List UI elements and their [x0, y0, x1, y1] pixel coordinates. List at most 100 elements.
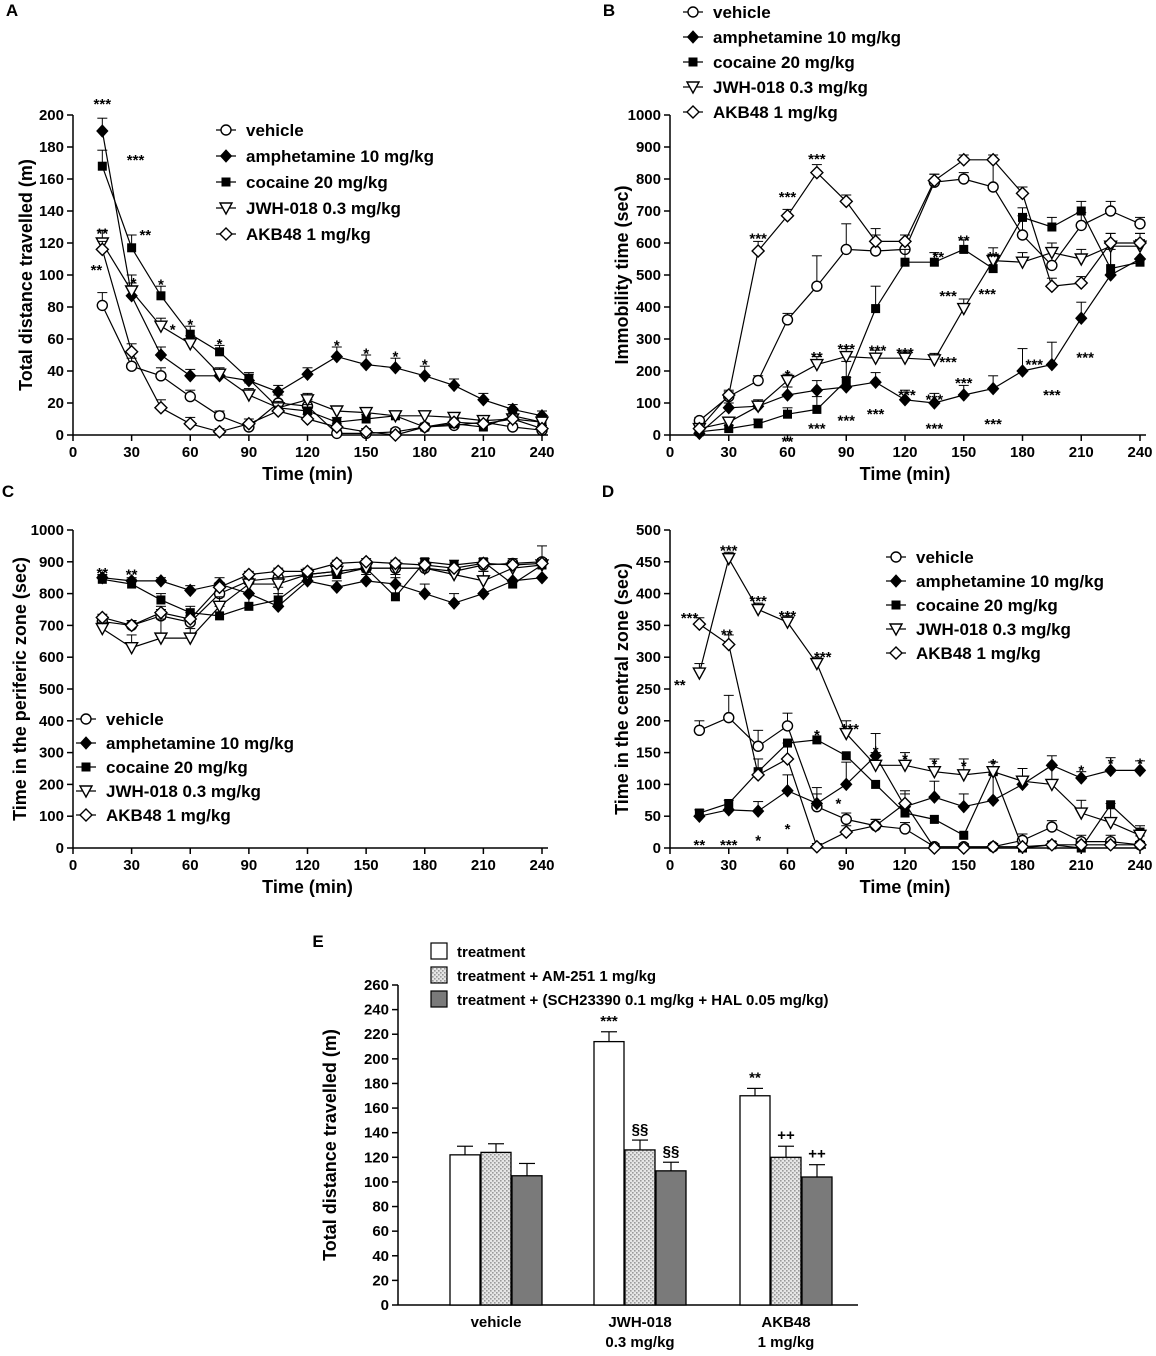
x-tick-label: 30 — [123, 857, 140, 874]
y-tick-label: 240 — [364, 1002, 389, 1019]
data-point — [417, 557, 432, 572]
data-point — [1046, 259, 1058, 272]
bar — [593, 1040, 625, 1306]
panel-label: B — [603, 1, 615, 20]
y-tick-label: 180 — [39, 139, 64, 156]
series-line — [101, 305, 543, 434]
x-tick-label: 0 — [666, 857, 674, 874]
data-point — [986, 839, 1001, 854]
significance-mark: * — [187, 317, 193, 334]
significance-mark: ** — [811, 349, 823, 366]
data-point — [987, 181, 999, 193]
data-point — [897, 352, 913, 366]
x-tick-label: 180 — [412, 444, 437, 461]
legend-label: JWH-018 0.3 mg/kg — [106, 782, 261, 801]
series-line — [699, 754, 1140, 817]
significance-mark: *** — [837, 341, 855, 358]
data-point — [1075, 771, 1088, 785]
significance-mark: ++ — [808, 1146, 826, 1163]
y-tick-label: 20 — [47, 395, 64, 412]
legend-label: AKB48 1 mg/kg — [916, 644, 1041, 663]
data-point — [751, 244, 766, 258]
data-point — [155, 370, 167, 382]
data-point — [418, 586, 431, 601]
legend-swatch — [430, 966, 448, 984]
significance-mark: ** — [91, 262, 103, 279]
data-point — [184, 583, 197, 598]
data-point — [692, 421, 707, 436]
bar — [480, 1151, 512, 1306]
data-point — [329, 420, 344, 434]
y-tick-label: 600 — [636, 235, 661, 252]
x-tick-label: 120 — [892, 444, 917, 461]
y-tick-label: 400 — [39, 713, 64, 730]
legend-label: JWH-018 0.3 mg/kg — [916, 620, 1071, 639]
data-point — [358, 406, 374, 421]
y-tick-label: 60 — [47, 331, 64, 348]
data-point — [1135, 257, 1145, 267]
data-point — [1133, 837, 1147, 852]
legend-label: JWH-018 0.3 mg/kg — [246, 199, 401, 218]
x-tick-label: 120 — [892, 857, 917, 874]
y-tick-label: 80 — [372, 1199, 389, 1216]
data-point — [183, 612, 198, 627]
y-tick-label: 100 — [39, 808, 64, 825]
legend-label: AKB48 1 mg/kg — [713, 103, 838, 122]
x-axis-label: Time (min) — [860, 877, 951, 897]
significance-mark: *** — [808, 151, 826, 168]
data-point — [1018, 212, 1027, 222]
data-point — [722, 401, 735, 415]
data-point — [812, 735, 822, 745]
legend-marker — [219, 149, 233, 163]
significance-mark: *** — [939, 354, 957, 371]
y-tick-label: 400 — [636, 299, 661, 316]
significance-mark: * — [131, 275, 137, 292]
series-line — [102, 561, 543, 627]
legend-marker — [219, 227, 233, 241]
x-tick-label: 210 — [1069, 857, 1094, 874]
significance-mark: ** — [126, 567, 138, 584]
data-point — [184, 390, 196, 403]
x-tick-label: 240 — [529, 444, 554, 461]
significance-mark: §§ — [663, 1143, 680, 1160]
y-tick-label: 500 — [636, 267, 661, 284]
data-point — [185, 329, 195, 339]
data-point — [810, 383, 824, 397]
legend-label: vehicle — [916, 548, 974, 567]
significance-mark: §§ — [632, 1121, 649, 1138]
data-point — [1103, 236, 1118, 250]
significance-mark: *** — [779, 608, 797, 625]
significance-mark: ** — [987, 249, 999, 266]
data-point — [1047, 222, 1057, 232]
y-tick-label: 0 — [653, 840, 661, 857]
data-point — [476, 416, 491, 431]
y-tick-label: 600 — [39, 649, 64, 666]
x-tick-label: 60 — [182, 444, 199, 461]
x-tick-label: 150 — [354, 857, 379, 874]
significance-mark: * — [931, 756, 937, 773]
data-point — [390, 592, 400, 602]
data-point — [750, 400, 766, 414]
data-point — [1044, 279, 1059, 294]
legend-marker — [891, 600, 901, 610]
y-tick-label: 500 — [636, 522, 661, 539]
significance-mark: * — [1078, 762, 1084, 779]
y-tick-label: 1000 — [31, 522, 64, 539]
data-point — [97, 161, 107, 171]
y-tick-label: 700 — [636, 203, 661, 220]
data-point — [271, 564, 286, 579]
y-tick-label: 160 — [39, 171, 64, 188]
data-point — [124, 344, 139, 359]
significance-mark: ** — [96, 565, 108, 582]
data-point — [212, 600, 227, 614]
data-point — [417, 420, 432, 434]
y-tick-label: 900 — [636, 139, 661, 156]
data-point — [694, 808, 704, 818]
x-tick-label: 210 — [471, 444, 496, 461]
significance-mark: *** — [837, 413, 855, 430]
significance-mark: * — [393, 349, 399, 366]
series-line — [699, 245, 1140, 430]
data-point — [329, 556, 344, 571]
x-tick-label: 120 — [295, 444, 320, 461]
x-tick-label: 90 — [241, 857, 258, 874]
